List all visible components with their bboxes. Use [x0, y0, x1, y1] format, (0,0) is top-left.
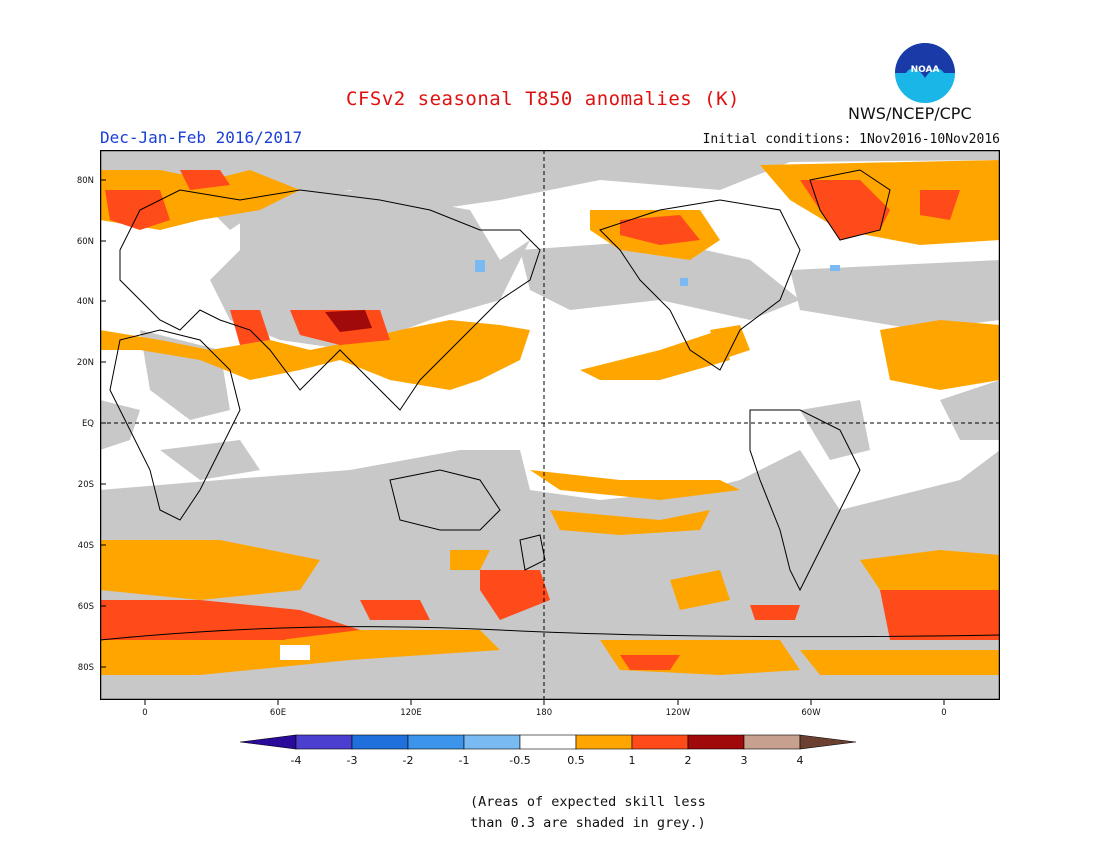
lon-label-row: 0 60E 120E 180 120W 60W 0 — [142, 700, 947, 718]
legend-swatch — [351, 734, 409, 750]
lat-label: 40S — [78, 541, 94, 551]
legend-label: -3 — [347, 754, 358, 767]
legend-label: -4 — [291, 754, 302, 767]
agency-label: NWS/NCEP/CPC — [848, 104, 972, 123]
legend-swatch — [295, 734, 353, 750]
lat-label: EQ — [82, 419, 94, 429]
legend-swatch — [799, 734, 857, 750]
lat-label: 40N — [77, 297, 94, 307]
lon-label: 60W — [801, 708, 821, 718]
page-title: CFSv2 seasonal T850 anomalies (K) — [346, 88, 740, 110]
lon-label: 120E — [400, 708, 422, 718]
legend-swatches — [240, 734, 857, 750]
lat-ticks — [100, 179, 106, 668]
lat-label: 60S — [78, 602, 94, 612]
legend-swatch — [519, 734, 577, 750]
color-legend: -4 -3 -2 -1 -0.5 0.5 1 2 3 4 — [240, 734, 857, 767]
season-label: Dec-Jan-Feb 2016/2017 — [100, 128, 303, 147]
lon-label: 0 — [941, 708, 946, 718]
skill-note-line: than 0.3 are shaded in grey.) — [470, 815, 706, 831]
lat-label: 80S — [78, 663, 94, 673]
legend-label: 3 — [741, 754, 748, 767]
lon-label: 180 — [536, 708, 552, 718]
lat-label: 20S — [78, 480, 94, 490]
coastlines — [100, 169, 1000, 641]
legend-swatch — [575, 734, 633, 750]
legend-swatch — [743, 734, 801, 750]
anomaly-map: 80N 60N 40N 20N EQ 20S 40S 60S 80S — [100, 150, 1000, 700]
anomaly-1-to-2 — [100, 170, 1000, 670]
legend-label: -2 — [403, 754, 414, 767]
lat-label: 60N — [77, 237, 94, 247]
lat-label: 80N — [77, 176, 94, 186]
legend-swatch — [463, 734, 521, 750]
lon-label: 60E — [270, 708, 286, 718]
map-frame — [100, 150, 1000, 700]
skill-note-line: (Areas of expected skill less — [470, 794, 706, 810]
legend-label: 1 — [629, 754, 636, 767]
legend-label: 2 — [685, 754, 692, 767]
legend-label: 0.5 — [567, 754, 585, 767]
noaa-logo: NOAA — [895, 43, 955, 103]
lat-label: 20N — [77, 358, 94, 368]
noaa-logo-text: NOAA — [911, 65, 940, 75]
initial-conditions-label: Initial conditions: 1Nov2016-10Nov2016 — [702, 132, 1000, 147]
legend-swatch — [240, 734, 297, 750]
legend-swatch — [687, 734, 745, 750]
legend-swatch — [631, 734, 689, 750]
skill-note: (Areas of expected skill less than 0.3 a… — [470, 792, 730, 834]
legend-swatch — [407, 734, 465, 750]
neutral-pocket — [280, 645, 310, 660]
anomaly-2-to-3 — [325, 310, 372, 332]
legend-label: -1 — [459, 754, 470, 767]
legend-label: 4 — [797, 754, 804, 767]
anomaly-neg-0-5-to-neg-1 — [475, 260, 840, 286]
legend-label: -0.5 — [509, 754, 530, 767]
lat-label-column: 80N 60N 40N 20N EQ 20S 40S 60S 80S — [77, 176, 94, 673]
lon-label: 0 — [142, 708, 147, 718]
lon-label: 120W — [666, 708, 691, 718]
legend-labels: -4 -3 -2 -1 -0.5 0.5 1 2 3 4 — [291, 754, 804, 767]
